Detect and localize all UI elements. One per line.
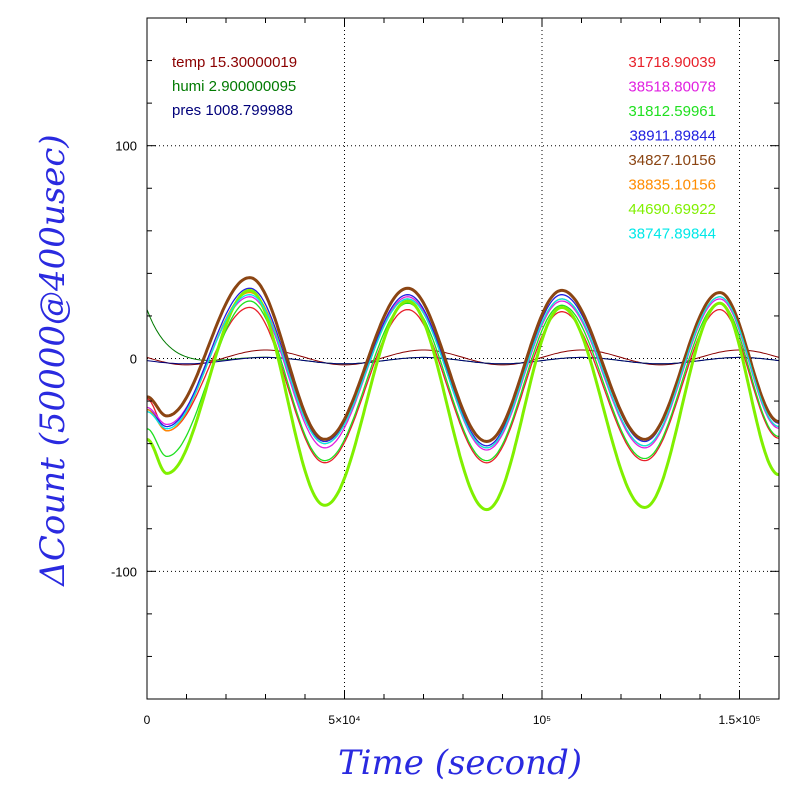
legend-series-7: 44690.69922 xyxy=(628,201,716,218)
series-line-1 xyxy=(146,306,780,464)
tick-labels: 0 5×10⁴ 10⁵ 1.5×10⁵ 100 0 -100 xyxy=(111,139,761,727)
series-line-7 xyxy=(146,288,780,512)
y-tick-label: 0 xyxy=(130,352,137,367)
legend-humi: humi 2.900000095 xyxy=(172,78,296,95)
legend-temp: temp 15.30000019 xyxy=(172,54,297,71)
environment-lines xyxy=(146,309,780,366)
series-line-5 xyxy=(146,276,780,444)
series-lines xyxy=(146,276,780,512)
left-legend: temp 15.30000019 humi 2.900000095 pres 100… xyxy=(172,54,297,119)
legend-series-1: 31718.90039 xyxy=(628,54,716,71)
series-legend: 31718.90039 38518.80078 31812.59961 38911.8… xyxy=(628,54,716,243)
x-tick-label: 10⁵ xyxy=(533,713,551,727)
legend-series-8: 38747.89844 xyxy=(628,226,716,243)
legend-pres: pres 1008.799988 xyxy=(172,102,293,119)
x-tick-label: 5×10⁴ xyxy=(328,713,360,727)
series-line-3 xyxy=(146,300,780,462)
legend-series-4: 38911.89844 xyxy=(630,128,716,145)
axis-ticks xyxy=(147,18,779,699)
pres-line xyxy=(146,356,780,365)
legend-series-2: 38518.80078 xyxy=(628,79,716,96)
y-axis-title: ΔCount (50000@400usec) xyxy=(33,134,73,587)
y-tick-label: 100 xyxy=(115,139,137,154)
y-tick-label: -100 xyxy=(111,564,137,579)
x-tick-label: 0 xyxy=(144,713,151,727)
series-line-8 xyxy=(146,294,780,449)
x-tick-label: 1.5×10⁵ xyxy=(718,713,760,727)
legend-series-3: 31812.59961 xyxy=(628,103,716,120)
legend-series-6: 38835.10156 xyxy=(628,177,716,194)
grid-lines xyxy=(147,18,779,699)
legend-series-5: 34827.10156 xyxy=(628,152,716,169)
x-axis-title: Time (second) xyxy=(338,743,582,783)
